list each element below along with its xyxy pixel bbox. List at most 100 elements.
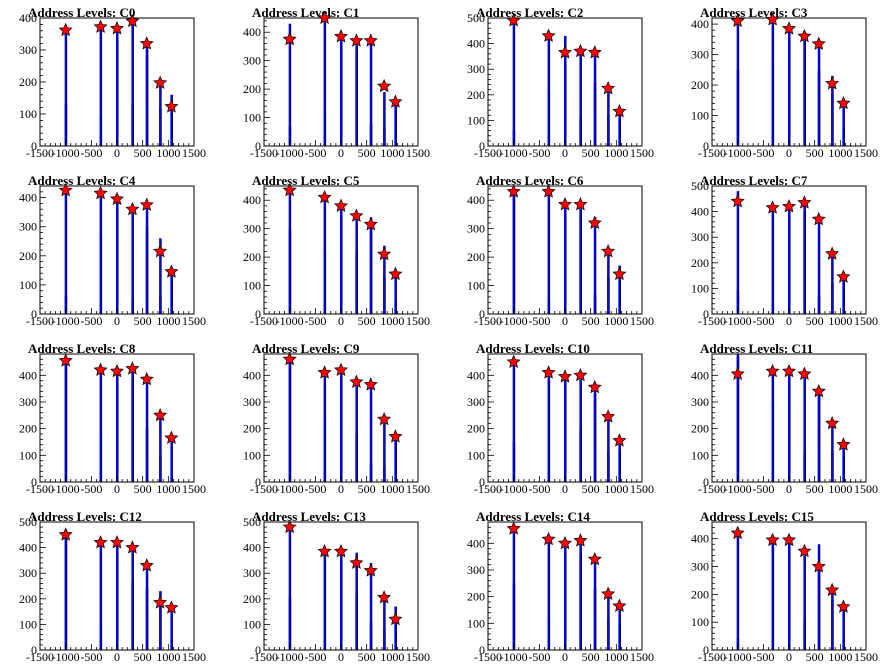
- x-tick-label: 1500: [182, 650, 206, 664]
- x-tick-label: 0: [562, 146, 568, 160]
- y-tick-label: 100: [243, 111, 261, 125]
- y-tick-label: 100: [467, 113, 485, 127]
- x-tick-label: -1500: [474, 146, 502, 160]
- x-tick-label: -1500: [250, 146, 278, 160]
- peak-marker-icon: [836, 269, 851, 283]
- histogram-spike: [116, 539, 119, 650]
- panel-title: Address Levels: C8: [28, 341, 136, 356]
- x-tick-label: 1000: [604, 482, 628, 496]
- peak-marker-icon: [388, 94, 403, 108]
- histogram-spike: [803, 211, 806, 314]
- peak-marker-icon: [282, 519, 297, 534]
- histogram-panel: Address Levels: C9 -1500 -1000 -500 0 500 1000…: [224, 336, 448, 504]
- histogram-spike: [145, 50, 148, 146]
- panel-title: Address Levels: C2: [476, 5, 584, 20]
- x-tick-label: -1500: [26, 146, 54, 160]
- histogram-plot: -1500-1000 -500 0 500 1000 1500 0 100 200 300 400: [467, 521, 654, 664]
- histogram-spike: [771, 402, 774, 482]
- histogram-panel: Address Levels: C8 -1500 -1000 -500 0 500 1000…: [0, 336, 224, 504]
- histogram-spike: [547, 92, 550, 146]
- histogram-spike: [288, 524, 291, 650]
- x-tick-label: 0: [114, 146, 120, 160]
- peak-marker-icon: [781, 21, 797, 35]
- peak-marker-icon: [506, 521, 521, 535]
- x-tick-label: 0: [114, 482, 120, 496]
- peak-marker-icon: [363, 217, 378, 231]
- x-tick-label: -1500: [474, 314, 502, 328]
- histogram-spike: [131, 104, 134, 146]
- y-tick-label: 300: [467, 222, 485, 236]
- histogram-spike: [817, 296, 820, 314]
- peak-marker-icon: [587, 215, 602, 229]
- histogram-spike: [593, 588, 596, 650]
- histogram-panel: Address Levels: C0 -1500 -1000 -500 0 500 1000…: [0, 0, 224, 168]
- histogram-spike: [116, 629, 119, 650]
- x-tick-label: 1000: [156, 650, 180, 664]
- peak-marker-icon: [125, 13, 140, 28]
- y-tick-label: 100: [467, 448, 485, 462]
- histogram-spike: [383, 466, 386, 482]
- histogram-spike: [145, 428, 148, 482]
- histogram-spike: [170, 603, 173, 650]
- x-tick-label: -1500: [250, 482, 278, 496]
- x-tick-label: -1000: [500, 482, 528, 496]
- x-tick-label: -1000: [724, 314, 752, 328]
- peak-marker-icon: [125, 201, 140, 216]
- x-tick-label: -500: [304, 482, 326, 496]
- y-tick-label: 300: [243, 54, 261, 68]
- y-tick-label: 200: [691, 587, 709, 601]
- peak-marker-icon: [825, 415, 840, 430]
- x-tick-label: 1500: [630, 482, 654, 496]
- histogram-spike: [803, 452, 806, 482]
- y-tick-label: 0: [703, 307, 709, 321]
- histogram-spike: [842, 127, 845, 146]
- y-tick-label: 200: [691, 422, 709, 436]
- y-tick-label: 100: [243, 448, 261, 462]
- x-tick-label: -1500: [698, 314, 726, 328]
- histogram-spike: [771, 541, 774, 650]
- histogram-spike: [323, 18, 326, 146]
- histogram-spike: [323, 111, 326, 146]
- x-tick-label: 1500: [854, 650, 878, 664]
- histogram-panel: Address Levels: C11 -1500 -1000 -500 0 500 100…: [672, 336, 896, 504]
- y-tick-label: 400: [243, 368, 261, 382]
- histogram-spike: [593, 294, 596, 314]
- x-tick-label: 0: [338, 650, 344, 664]
- y-tick-label: 200: [243, 250, 261, 264]
- histogram-plot: -1500-1000 -500 0 500 1000 1500 0 100 200 300 400: [19, 11, 206, 160]
- x-tick-label: -500: [752, 650, 774, 664]
- y-tick-label: 400: [19, 191, 37, 205]
- peak-marker-icon: [363, 33, 378, 47]
- peak-marker-icon: [139, 197, 154, 211]
- x-tick-label: -1000: [724, 146, 752, 160]
- peak-marker-icon: [506, 184, 521, 198]
- peak-marker-icon: [164, 430, 179, 444]
- peak-marker-icon: [93, 362, 108, 376]
- histogram-spike: [116, 250, 119, 314]
- histogram-panel: Address Levels: C5 -1500 -1000 -500 0 500 1000…: [224, 168, 448, 336]
- histogram-spike: [288, 362, 291, 482]
- y-tick-label: 100: [691, 109, 709, 123]
- histogram-spike: [116, 29, 119, 147]
- histogram-spike: [547, 188, 550, 314]
- peak-marker-icon: [730, 366, 745, 380]
- panel-title: Address Levels: C11: [700, 341, 814, 356]
- x-tick-label: 1000: [828, 314, 852, 328]
- histogram-panel: Address Levels: C15 -1500 -1000 -500 0 500 100…: [672, 504, 896, 672]
- y-tick-label: 0: [479, 643, 485, 657]
- x-tick-label: -1000: [276, 482, 304, 496]
- histogram-spike: [564, 200, 567, 314]
- histogram-spike: [736, 290, 739, 314]
- histogram-spike: [369, 621, 372, 650]
- y-tick-label: 400: [243, 193, 261, 207]
- y-tick-label: 200: [19, 249, 37, 263]
- x-tick-label: 1500: [406, 314, 430, 328]
- histogram-spike: [607, 415, 610, 482]
- histogram-spike: [579, 428, 582, 482]
- y-tick-label: 200: [467, 590, 485, 604]
- histogram-plot: -1500-1000 -500 0 500 1000 1500 0 100 200 300 400: [243, 10, 430, 160]
- y-tick-label: 300: [691, 230, 709, 244]
- x-tick-label: 500: [806, 650, 824, 664]
- peak-marker-icon: [612, 433, 627, 447]
- histogram-panel: Address Levels: C2 -1500 -1000 -500 0 500 1000…: [448, 0, 672, 168]
